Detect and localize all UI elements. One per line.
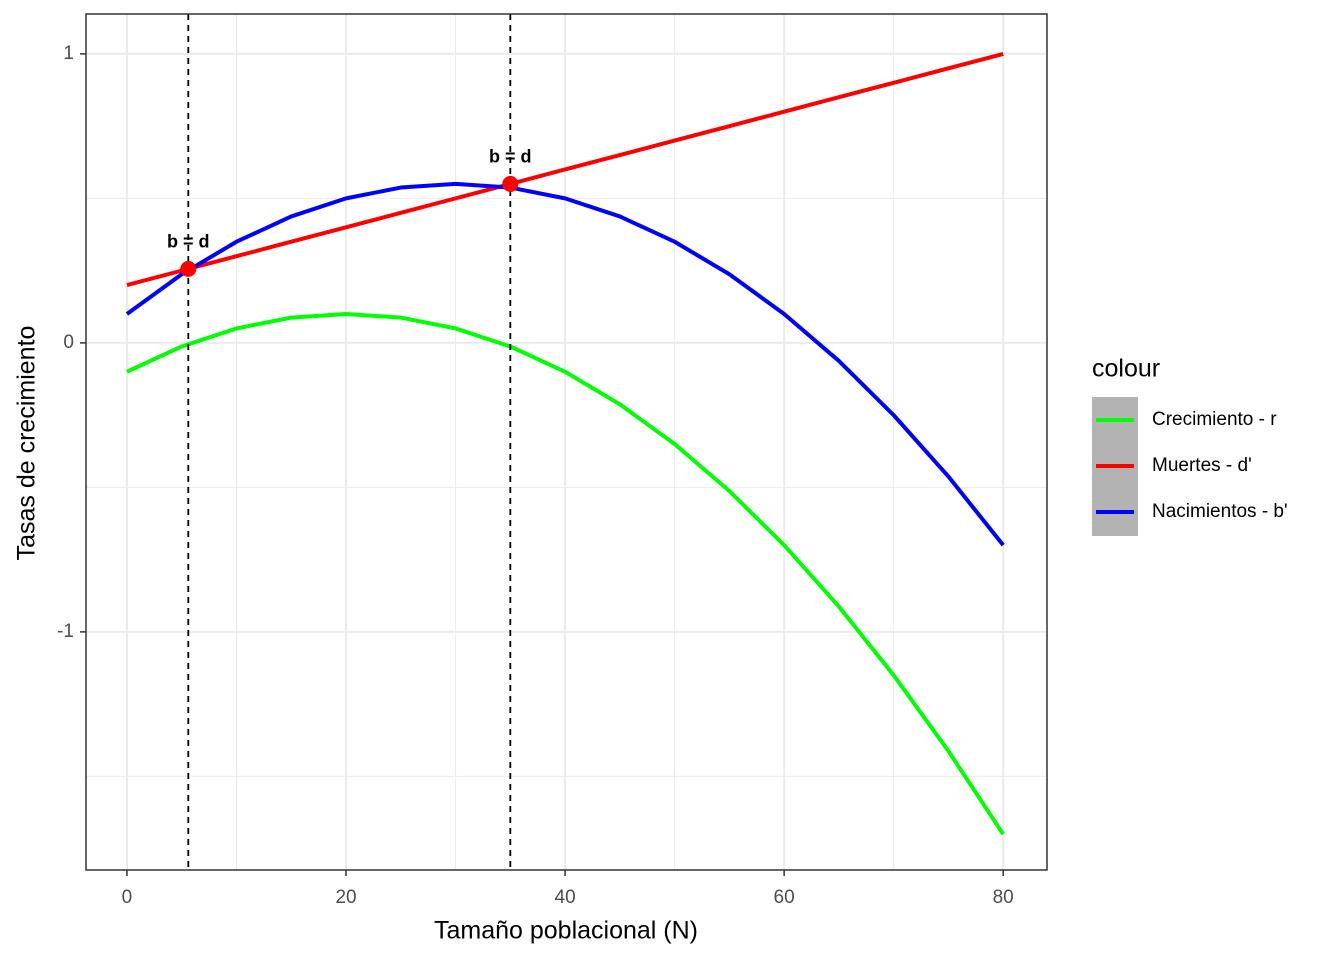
y-tick-label: 0 [63, 332, 74, 353]
y-tick-label: -1 [57, 621, 74, 642]
legend-label: Crecimiento - r [1152, 409, 1277, 430]
x-tick-label: 20 [335, 887, 356, 908]
x-tick-label: 40 [555, 887, 576, 908]
y-tick-label: 1 [63, 43, 74, 64]
legend-title: colour [1092, 355, 1160, 383]
legend-label: Nacimientos - b' [1152, 501, 1288, 522]
annotation: b = d [167, 232, 210, 252]
series-line [126, 51, 1004, 288]
intersection-point [180, 260, 197, 277]
panel-border [85, 13, 1048, 871]
x-axis-label: Tamaño poblacional (N) [434, 917, 698, 945]
annotation: b = d [489, 147, 532, 167]
legend-label: Muertes - d' [1152, 455, 1252, 476]
x-tick-label: 60 [774, 887, 795, 908]
x-tick-label: 0 [122, 887, 133, 908]
intersection-point [502, 175, 519, 192]
x-tick-label: 80 [993, 887, 1014, 908]
series-line [126, 311, 1005, 836]
series-line [125, 181, 1005, 547]
y-axis-label: Tasas de crecimiento [13, 326, 41, 561]
